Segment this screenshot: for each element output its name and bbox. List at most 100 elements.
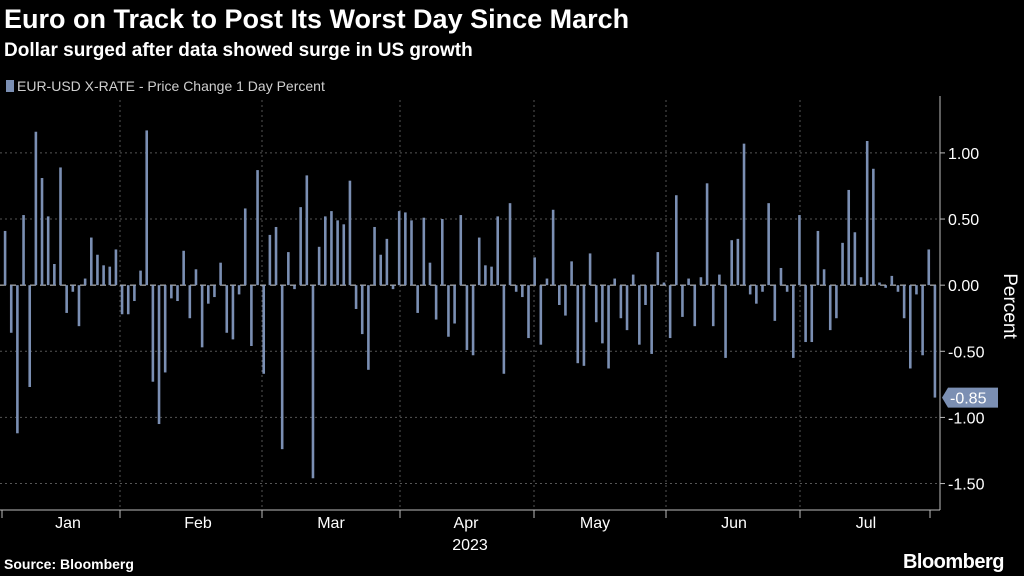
bar-10 bbox=[65, 285, 68, 313]
bar-133 bbox=[822, 269, 826, 286]
bar-112 bbox=[693, 285, 697, 327]
bar-150 bbox=[927, 249, 931, 286]
bar-1 bbox=[9, 285, 13, 333]
bar-56 bbox=[348, 180, 352, 286]
bar-51 bbox=[317, 246, 321, 286]
bar-116 bbox=[718, 274, 721, 286]
y-tick-label-5: -1.50 bbox=[948, 477, 985, 494]
bar-11 bbox=[71, 285, 75, 292]
last-value-badge bbox=[942, 387, 998, 408]
x-tick-label-may: May bbox=[580, 515, 610, 532]
bar-72 bbox=[447, 285, 450, 337]
bar-77 bbox=[477, 237, 481, 286]
bar-67 bbox=[416, 285, 419, 313]
bar-86 bbox=[533, 257, 536, 286]
bar-34 bbox=[213, 285, 216, 298]
bar-136 bbox=[841, 242, 844, 286]
chart-subtitle: Dollar surged after data showed surge in… bbox=[4, 40, 473, 61]
bar-98 bbox=[607, 285, 610, 369]
bar-151 bbox=[933, 285, 937, 398]
bar-13 bbox=[83, 278, 87, 286]
bar-145 bbox=[896, 285, 900, 292]
bar-100 bbox=[619, 285, 623, 319]
bar-110 bbox=[681, 285, 684, 317]
bar-109 bbox=[675, 195, 678, 286]
bar-24 bbox=[151, 285, 155, 382]
bar-113 bbox=[699, 277, 703, 286]
bar-114 bbox=[705, 183, 709, 286]
bar-31 bbox=[194, 269, 198, 286]
bar-21 bbox=[133, 285, 136, 302]
bar-119 bbox=[736, 238, 740, 286]
bar-39 bbox=[243, 208, 247, 286]
bar-96 bbox=[594, 285, 598, 323]
bar-93 bbox=[576, 285, 580, 364]
x-axis-year-label: 2023 bbox=[452, 537, 488, 554]
bar-38 bbox=[237, 285, 241, 295]
bar-92 bbox=[570, 261, 573, 286]
legend-label: EUR-USD X-RATE - Price Change 1 Day Perc… bbox=[17, 78, 325, 94]
bar-124 bbox=[767, 203, 770, 286]
bar-55 bbox=[342, 224, 346, 286]
chart-title: Euro on Track to Post Its Worst Day Sinc… bbox=[4, 4, 630, 34]
bar-89 bbox=[551, 209, 555, 286]
bar-94 bbox=[582, 285, 586, 366]
bar-36 bbox=[225, 285, 229, 333]
bar-135 bbox=[835, 285, 838, 319]
bar-59 bbox=[367, 285, 370, 370]
bar-27 bbox=[170, 285, 173, 299]
bar-91 bbox=[564, 285, 567, 316]
bar-48 bbox=[299, 207, 302, 286]
bar-140 bbox=[865, 141, 869, 286]
bar-58 bbox=[360, 285, 364, 335]
bar-16 bbox=[102, 265, 105, 286]
y-tick-label-1: 0.50 bbox=[948, 212, 979, 229]
bar-103 bbox=[638, 285, 641, 345]
bar-127 bbox=[785, 285, 789, 292]
bar-65 bbox=[404, 212, 407, 286]
bar-28 bbox=[176, 285, 179, 302]
bar-76 bbox=[471, 285, 475, 356]
bar-126 bbox=[779, 267, 783, 286]
bar-35 bbox=[219, 262, 222, 286]
bar-84 bbox=[521, 285, 524, 298]
bar-47 bbox=[293, 285, 296, 290]
bar-75 bbox=[465, 285, 469, 350]
x-tick-label-apr: Apr bbox=[454, 515, 480, 532]
bar-144 bbox=[890, 275, 894, 286]
y-tick-label-0: 1.00 bbox=[948, 146, 979, 163]
bar-32 bbox=[200, 285, 204, 348]
bar-9 bbox=[59, 167, 62, 286]
last-value-label: -0.85 bbox=[950, 391, 987, 408]
bar-29 bbox=[182, 250, 185, 286]
bar-30 bbox=[188, 285, 192, 319]
bar-26 bbox=[163, 285, 167, 373]
bar-49 bbox=[305, 175, 309, 286]
bar-37 bbox=[231, 285, 235, 340]
x-tick-label-mar: Mar bbox=[317, 515, 345, 532]
source-note: Source: Bloomberg bbox=[4, 556, 134, 572]
bar-20 bbox=[126, 285, 130, 315]
bar-121 bbox=[748, 285, 752, 295]
bar-101 bbox=[625, 285, 629, 331]
legend-swatch bbox=[6, 80, 14, 92]
bar-4 bbox=[28, 285, 32, 387]
bar-18 bbox=[114, 249, 118, 286]
bar-17 bbox=[108, 266, 112, 286]
bar-43 bbox=[268, 234, 272, 286]
bar-33 bbox=[207, 285, 210, 304]
bar-80 bbox=[496, 216, 500, 286]
y-tick-label-2: 0.00 bbox=[948, 278, 979, 295]
bar-12 bbox=[77, 285, 81, 327]
bar-104 bbox=[644, 285, 647, 305]
bar-79 bbox=[490, 266, 493, 286]
bar-87 bbox=[539, 285, 543, 345]
bar-19 bbox=[120, 285, 124, 315]
bar-73 bbox=[453, 285, 456, 324]
bar-63 bbox=[391, 285, 395, 290]
bar-6 bbox=[40, 178, 44, 286]
bar-8 bbox=[53, 264, 56, 286]
bar-40 bbox=[250, 285, 253, 346]
bar-137 bbox=[847, 189, 851, 286]
bar-106 bbox=[656, 252, 660, 286]
